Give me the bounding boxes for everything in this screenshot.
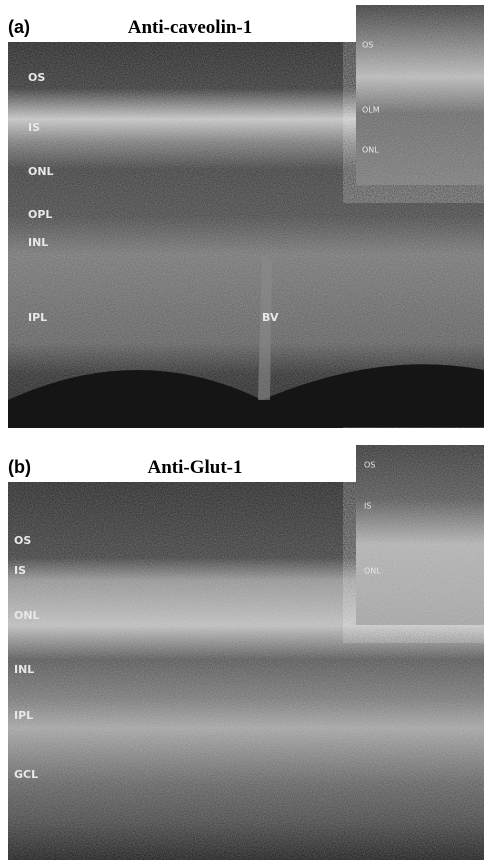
layer-label: IS <box>14 564 26 577</box>
layer-label: OS <box>14 534 31 547</box>
inset-texture <box>356 445 484 625</box>
inset-label: ONL <box>362 146 379 155</box>
inset-label: IS <box>364 502 371 511</box>
panel-title: Anti-caveolin-1 <box>128 17 253 38</box>
panel-label: (a) <box>8 17 30 37</box>
layer-label: INL <box>14 663 34 676</box>
layer-label: ONL <box>14 609 40 622</box>
inset-label: OLM <box>362 106 380 115</box>
layer-label: GCL <box>14 768 38 781</box>
layer-label: IS <box>28 121 40 134</box>
inset-label: OS <box>364 461 375 470</box>
layer-label: OPL <box>28 208 52 221</box>
inset-label: OS <box>362 41 373 50</box>
panel-title: Anti-Glut-1 <box>148 457 243 478</box>
layer-label: IPL <box>14 709 33 722</box>
inset-label: ONL <box>364 567 381 576</box>
layer-label: INL <box>28 236 48 249</box>
panel-label: (b) <box>8 457 31 477</box>
layer-label: BV <box>262 311 279 324</box>
layer-label: OS <box>28 71 45 84</box>
figure: (a) Anti-caveolin-1 (b) Anti-Glut-1 OS IS… <box>0 0 484 860</box>
layer-label: ONL <box>28 165 54 178</box>
inset-texture <box>356 5 484 185</box>
layer-label: IPL <box>28 311 47 324</box>
